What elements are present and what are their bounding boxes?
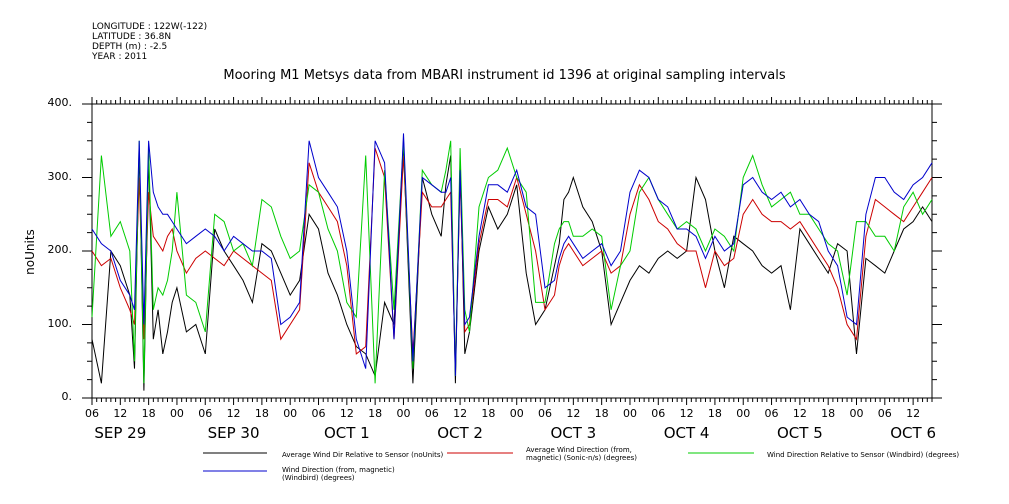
legend-label-3: Wind Direction (from, magnetic) (Windbir… xyxy=(282,466,395,482)
x-day-label: OCT 2 xyxy=(437,424,483,442)
x-hour-label: 12 xyxy=(792,407,807,420)
x-hour-label: 00 xyxy=(736,407,751,420)
x-hour-label: 00 xyxy=(283,407,298,420)
legend-label-2: Wind Direction Relative to Sensor (Windb… xyxy=(767,451,960,459)
x-hour-label: 18 xyxy=(481,407,496,420)
series-line-1 xyxy=(91,147,933,369)
x-hour-label: 18 xyxy=(594,407,609,420)
x-hour-label: 12 xyxy=(226,407,241,420)
y-tick-label: 400. xyxy=(47,96,73,109)
chart-title: Mooring M1 Metsys data from MBARI instru… xyxy=(223,68,786,83)
x-hour-label: 12 xyxy=(566,407,581,420)
header-latitude: LATITUDE : 36.8N xyxy=(92,32,172,42)
header-year: YEAR : 2011 xyxy=(92,52,148,62)
plot-frame xyxy=(91,103,933,399)
x-hour-label: 00 xyxy=(622,407,637,420)
x-hour-label: 18 xyxy=(368,407,383,420)
x-hour-label: 18 xyxy=(821,407,836,420)
x-day-label: OCT 5 xyxy=(776,424,823,442)
x-hour-label: 12 xyxy=(339,407,354,420)
series-line-0 xyxy=(91,148,933,391)
x-hour-label: 18 xyxy=(254,407,269,420)
x-hour-label: 06 xyxy=(198,407,213,420)
x-hour-label: 06 xyxy=(651,407,666,420)
x-hour-label: 06 xyxy=(85,407,99,420)
series-line-2 xyxy=(91,140,933,384)
y-tick-label: 300. xyxy=(47,169,73,183)
x-hour-label: 00 xyxy=(509,407,524,420)
y-tick-label: 200. xyxy=(47,243,73,256)
x-hour-label: 12 xyxy=(906,407,921,420)
x-hour-label: 12 xyxy=(453,407,468,420)
x-day-label: OCT 4 xyxy=(663,424,710,442)
x-hour-label: 00 xyxy=(396,407,411,420)
x-hour-label: 06 xyxy=(764,407,779,420)
x-day-label: OCT 6 xyxy=(890,424,936,442)
x-hour-label: 12 xyxy=(679,407,694,420)
header-longitude: LONGITUDE : 122W(-122) xyxy=(92,22,208,32)
header-depth: DEPTH (m) : -2.5 xyxy=(92,42,168,52)
legend-label-1: Average Wind Direction (from, magnetic) … xyxy=(526,446,638,462)
x-day-label: SEP 29 xyxy=(94,424,147,442)
x-day-label: OCT 1 xyxy=(323,424,370,442)
x-hour-label: 06 xyxy=(538,407,553,420)
x-hour-label: 06 xyxy=(311,407,326,420)
x-day-label: SEP 30 xyxy=(207,424,260,442)
x-hour-label: 18 xyxy=(141,407,156,420)
x-hour-label: 06 xyxy=(424,407,439,420)
legend-label-0: Average Wind Dir Relative to Sensor (noU… xyxy=(282,451,444,459)
x-hour-label: 18 xyxy=(707,407,722,420)
x-hour-label: 06 xyxy=(877,407,892,420)
series-line-3 xyxy=(91,133,933,376)
y-tick-label: 0. xyxy=(61,390,73,403)
x-hour-label: 00 xyxy=(169,407,184,420)
x-day-label: OCT 3 xyxy=(550,424,597,442)
y-tick-label: 100. xyxy=(47,316,73,330)
x-hour-label: 12 xyxy=(113,407,128,420)
x-hour-label: 00 xyxy=(849,407,864,420)
